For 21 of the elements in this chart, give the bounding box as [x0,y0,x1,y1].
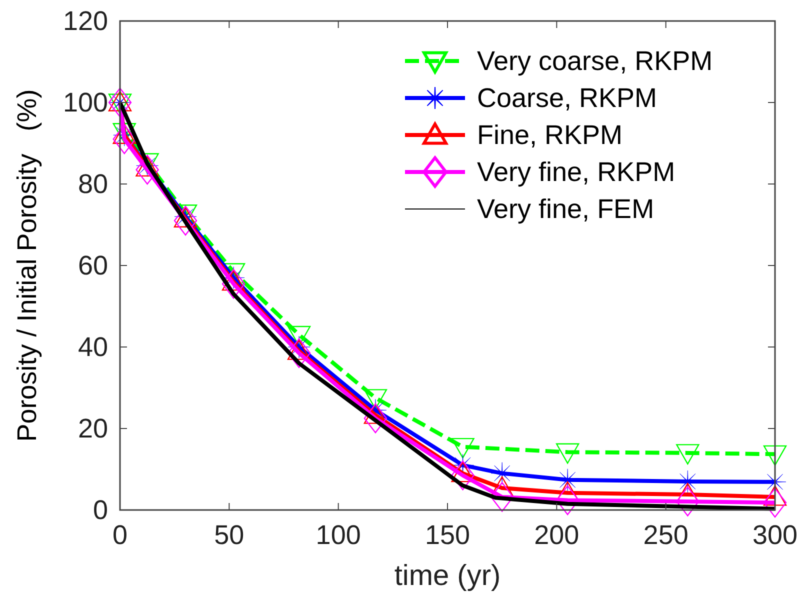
y-tick-label: 40 [78,332,108,362]
legend-label: Fine, RKPM [477,120,623,150]
legend-label: Very coarse, RKPM [477,46,713,76]
x-tick-label: 300 [752,520,798,550]
y-axis-title: Porosity / Initial Porosity (%) [12,89,42,442]
x-tick-label: 50 [214,520,244,550]
x-tick-label: 250 [643,520,688,550]
y-tick-label: 100 [62,88,108,118]
y-tick-label: 80 [78,169,108,199]
y-tick-label: 20 [78,414,108,444]
y-tick-label: 120 [62,6,108,36]
y-tick-label: 0 [92,495,108,525]
x-tick-label: 150 [424,520,470,550]
x-tick-label: 0 [112,520,128,550]
x-axis-title: time (yr) [394,560,501,592]
legend-label: Very fine, FEM [477,194,654,224]
y-tick-label: 60 [78,250,108,280]
x-tick-label: 200 [534,520,580,550]
legend-label: Coarse, RKPM [477,83,658,113]
legend-label: Very fine, RKPM [477,157,676,187]
x-tick-label: 100 [316,520,361,550]
